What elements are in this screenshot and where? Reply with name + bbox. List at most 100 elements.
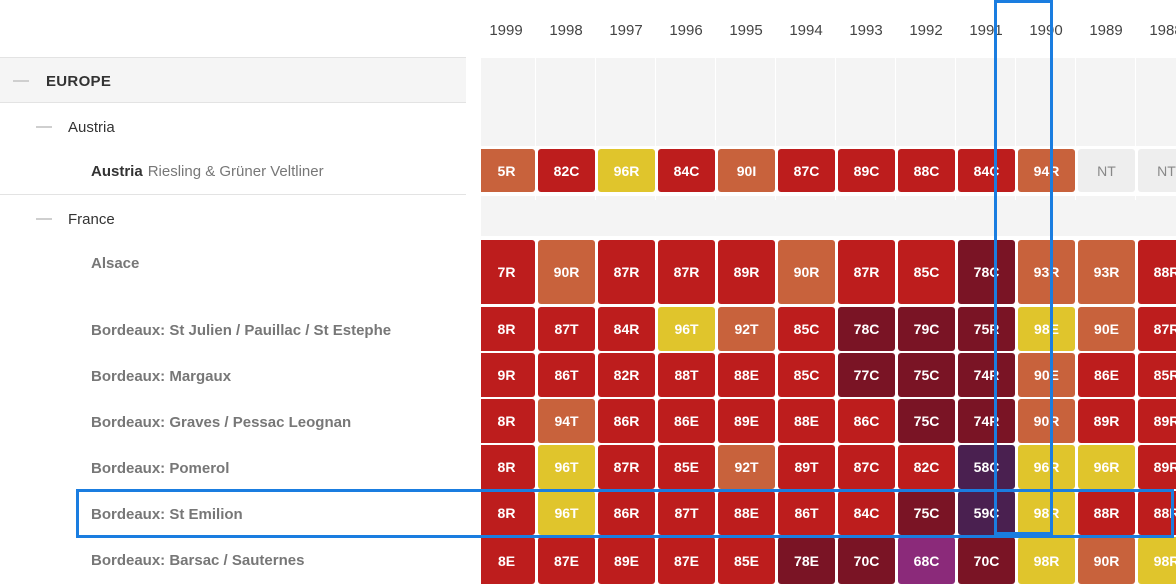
vintage-rating-cell[interactable]: 8R [481, 307, 535, 351]
vintage-rating-cell[interactable]: 87E [538, 537, 595, 584]
vintage-rating-cell[interactable]: 9R [481, 353, 535, 397]
vintage-rating-cell[interactable]: 87C [778, 149, 835, 192]
vintage-rating-cell[interactable]: 86R [598, 491, 655, 535]
vintage-rating-cell[interactable]: 79C [898, 307, 955, 351]
vintage-rating-cell[interactable]: 75C [898, 399, 955, 443]
wine-row-label[interactable]: Alsace [91, 254, 140, 272]
vintage-rating-cell[interactable]: 8R [481, 491, 535, 535]
vintage-rating-cell[interactable]: 74R [958, 399, 1015, 443]
vintage-rating-cell[interactable]: 86T [538, 353, 595, 397]
vintage-rating-cell[interactable]: 92T [718, 445, 775, 489]
wine-row-label[interactable]: Bordeaux: St Julien / Pauillac / St Este… [91, 321, 392, 339]
vintage-rating-cell[interactable]: 89R [1138, 445, 1176, 489]
vintage-rating-cell[interactable]: 59C [958, 491, 1015, 535]
vintage-rating-cell[interactable]: 70C [958, 537, 1015, 584]
vintage-rating-cell[interactable]: 85E [718, 537, 775, 584]
vintage-rating-cell[interactable]: 75R [958, 307, 1015, 351]
vintage-rating-cell[interactable]: 84R [598, 307, 655, 351]
vintage-rating-cell[interactable]: 70C [838, 537, 895, 584]
vintage-rating-cell[interactable]: 87T [658, 491, 715, 535]
year-header-1989[interactable]: 1989 [1089, 22, 1123, 39]
vintage-rating-cell[interactable]: 74R [958, 353, 1015, 397]
vintage-rating-cell[interactable]: 8R [481, 399, 535, 443]
vintage-rating-cell[interactable]: 94T [538, 399, 595, 443]
vintage-rating-cell[interactable]: 96R [1018, 445, 1075, 489]
vintage-rating-cell[interactable]: NT [1078, 149, 1135, 192]
vintage-rating-cell[interactable]: 93R [1018, 240, 1075, 304]
vintage-rating-cell[interactable]: 89E [718, 399, 775, 443]
collapse-france-icon[interactable] [36, 218, 52, 220]
vintage-rating-cell[interactable]: 88E [718, 353, 775, 397]
vintage-rating-cell[interactable]: 96R [1078, 445, 1135, 489]
vintage-rating-cell[interactable]: 94R [1018, 149, 1075, 192]
vintage-rating-cell[interactable]: 88C [898, 149, 955, 192]
vintage-rating-cell[interactable]: 7R [481, 240, 535, 304]
vintage-rating-cell[interactable]: 87R [1138, 307, 1176, 351]
wine-row-label[interactable]: Bordeaux: Margaux [91, 367, 232, 385]
vintage-rating-cell[interactable]: 93R [1078, 240, 1135, 304]
year-header-1998[interactable]: 1998 [549, 22, 583, 39]
vintage-rating-cell[interactable]: 85C [898, 240, 955, 304]
vintage-rating-cell[interactable]: 86C [838, 399, 895, 443]
vintage-rating-cell[interactable]: 82C [538, 149, 595, 192]
vintage-rating-cell[interactable]: 85C [778, 353, 835, 397]
vintage-rating-cell[interactable]: 78C [838, 307, 895, 351]
vintage-rating-cell[interactable]: 90R [1018, 399, 1075, 443]
vintage-rating-cell[interactable]: 89E [598, 537, 655, 584]
year-header-1991[interactable]: 1991 [969, 22, 1003, 39]
vintage-rating-cell[interactable]: 89C [838, 149, 895, 192]
vintage-rating-cell[interactable]: 87R [658, 240, 715, 304]
vintage-rating-cell[interactable]: 87C [838, 445, 895, 489]
vintage-rating-cell[interactable]: 87T [538, 307, 595, 351]
vintage-rating-cell[interactable]: 88E [778, 399, 835, 443]
wine-row-label[interactable]: Bordeaux: Barsac / Sauternes [91, 551, 305, 569]
vintage-rating-cell[interactable]: 96T [538, 445, 595, 489]
vintage-rating-cell[interactable]: 98R [1138, 537, 1176, 584]
vintage-rating-cell[interactable]: 89R [1078, 399, 1135, 443]
country-austria-label[interactable]: Austria [68, 118, 115, 136]
vintage-rating-cell[interactable]: 96T [538, 491, 595, 535]
year-header-1990[interactable]: 1990 [1029, 22, 1063, 39]
vintage-rating-cell[interactable]: 5R [481, 149, 535, 192]
wine-row-label[interactable]: Bordeaux: St Emilion [91, 505, 243, 523]
year-header-1996[interactable]: 1996 [669, 22, 703, 39]
vintage-rating-cell[interactable]: 85E [658, 445, 715, 489]
vintage-rating-cell[interactable]: 90E [1018, 353, 1075, 397]
vintage-rating-cell[interactable]: 86E [658, 399, 715, 443]
year-header-1999[interactable]: 1999 [489, 22, 523, 39]
vintage-rating-cell[interactable]: 98E [1018, 307, 1075, 351]
vintage-rating-cell[interactable]: 84C [838, 491, 895, 535]
vintage-rating-cell[interactable]: 86E [1078, 353, 1135, 397]
wine-row-label[interactable]: Bordeaux: Pomerol [91, 459, 230, 477]
vintage-rating-cell[interactable]: 85C [778, 307, 835, 351]
vintage-rating-cell[interactable]: 89T [778, 445, 835, 489]
vintage-rating-cell[interactable]: 96R [598, 149, 655, 192]
vintage-rating-cell[interactable]: 87E [658, 537, 715, 584]
vintage-rating-cell[interactable]: 78E [778, 537, 835, 584]
vintage-rating-cell[interactable]: 90R [778, 240, 835, 304]
vintage-rating-cell[interactable]: 82C [898, 445, 955, 489]
year-header-1995[interactable]: 1995 [729, 22, 763, 39]
vintage-rating-cell[interactable]: 82R [598, 353, 655, 397]
vintage-rating-cell[interactable]: 68C [898, 537, 955, 584]
vintage-rating-cell[interactable]: 98R [1018, 537, 1075, 584]
vintage-rating-cell[interactable]: 90E [1078, 307, 1135, 351]
vintage-rating-cell[interactable]: NT [1138, 149, 1176, 192]
collapse-europe-icon[interactable] [13, 80, 29, 82]
vintage-rating-cell[interactable]: 90R [538, 240, 595, 304]
vintage-rating-cell[interactable]: 88T [658, 353, 715, 397]
country-france-label[interactable]: France [68, 210, 115, 228]
vintage-rating-cell[interactable]: 88E [718, 491, 775, 535]
vintage-rating-cell[interactable]: 84C [958, 149, 1015, 192]
year-header-1988[interactable]: 1988 [1149, 22, 1176, 39]
vintage-rating-cell[interactable]: 89R [718, 240, 775, 304]
region-europe-label[interactable]: EUROPE [46, 72, 112, 90]
year-header-1997[interactable]: 1997 [609, 22, 643, 39]
year-header-1993[interactable]: 1993 [849, 22, 883, 39]
vintage-rating-cell[interactable]: 92T [718, 307, 775, 351]
vintage-rating-cell[interactable]: 58C [958, 445, 1015, 489]
vintage-rating-cell[interactable]: 88R [1078, 491, 1135, 535]
vintage-rating-cell[interactable]: 75C [898, 353, 955, 397]
vintage-rating-cell[interactable]: 90I [718, 149, 775, 192]
vintage-rating-cell[interactable]: 98R [1018, 491, 1075, 535]
